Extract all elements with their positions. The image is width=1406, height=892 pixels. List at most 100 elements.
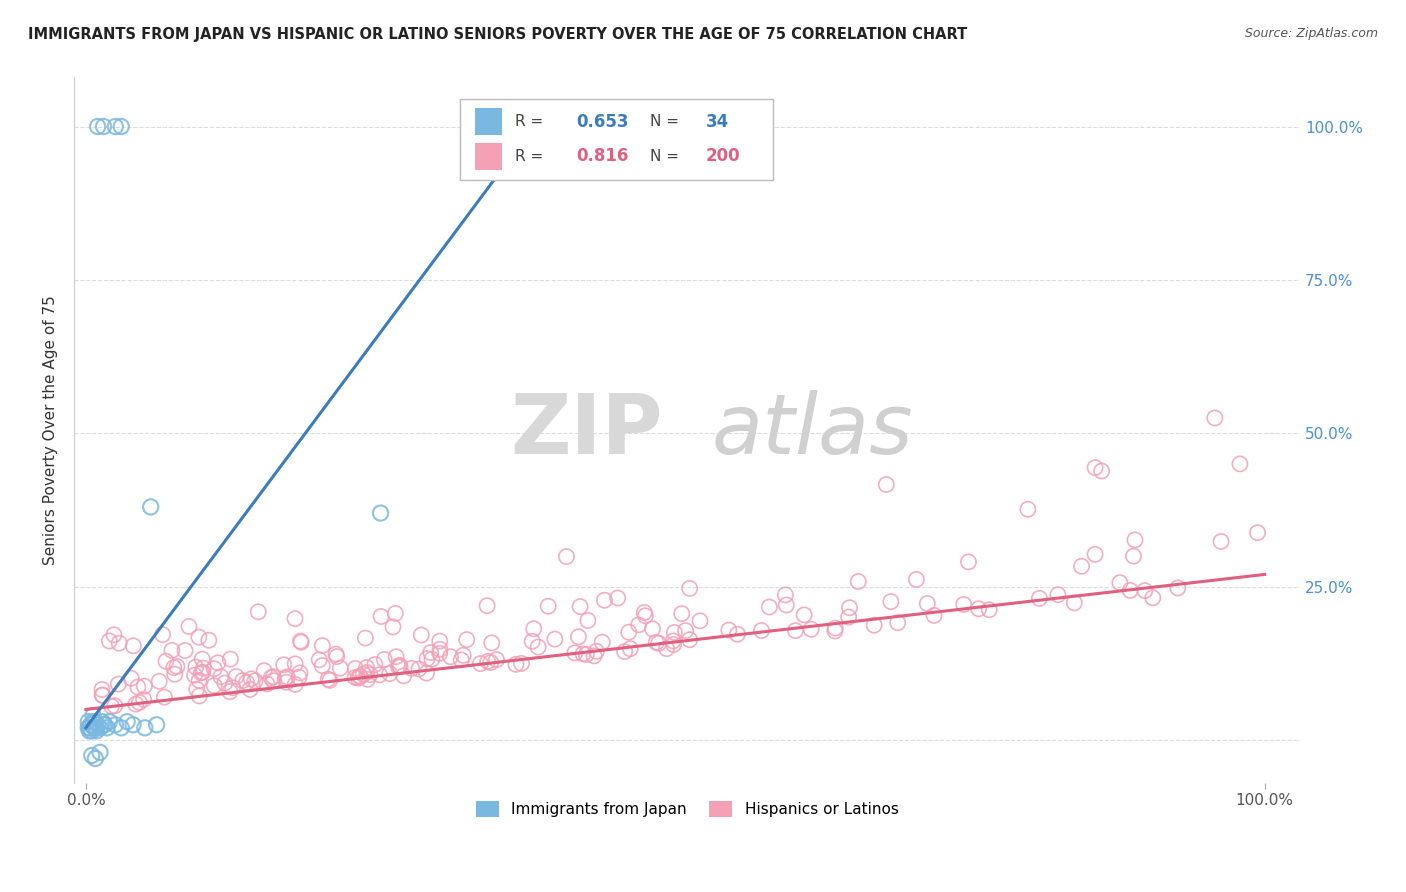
Point (451, 648, 474, 663)
Point (1070, 559, 1092, 574)
Legend: Immigrants from Japan, Hispanics or Latinos: Immigrants from Japan, Hispanics or Lati… (468, 794, 905, 825)
Point (411, 628, 433, 642)
Point (824, 621, 846, 635)
Point (104, 698, 127, 713)
Point (613, 645, 636, 659)
Point (456, 632, 478, 647)
Point (775, 588, 797, 602)
Point (145, 718, 167, 732)
Point (96, 721, 118, 735)
Point (1123, 533, 1146, 547)
Point (80, 748, 103, 763)
Point (420, 652, 443, 666)
Point (429, 634, 451, 648)
Point (253, 664, 276, 678)
Point (235, 675, 257, 690)
Point (188, 689, 211, 703)
Point (184, 660, 207, 674)
Point (439, 649, 461, 664)
Point (569, 599, 592, 614)
Point (193, 661, 215, 675)
Point (256, 677, 278, 691)
Point (527, 640, 550, 654)
FancyBboxPatch shape (460, 99, 773, 180)
Point (190, 665, 212, 680)
Point (127, 680, 149, 694)
Point (572, 647, 595, 661)
Point (477, 655, 499, 669)
Point (1209, 534, 1232, 549)
Point (389, 659, 412, 673)
Point (84, 714, 107, 729)
Point (122, 718, 145, 732)
Point (415, 666, 437, 681)
Point (128, 696, 150, 710)
Point (326, 649, 349, 664)
Point (758, 600, 780, 615)
Point (408, 662, 430, 676)
Point (93, 120, 115, 134)
Point (689, 614, 711, 628)
Point (100, 699, 122, 714)
Point (401, 661, 423, 675)
Point (344, 661, 367, 675)
Point (308, 653, 330, 667)
Point (359, 667, 381, 681)
Point (262, 673, 284, 688)
Point (225, 669, 247, 683)
Point (79, 721, 101, 735)
Point (1028, 591, 1050, 606)
Point (344, 670, 367, 684)
Point (198, 633, 221, 648)
Point (1204, 411, 1226, 425)
Point (1091, 464, 1114, 478)
Point (207, 656, 229, 670)
Point (634, 608, 657, 623)
Text: atlas: atlas (711, 390, 914, 471)
Point (152, 627, 174, 641)
Point (134, 721, 156, 735)
Point (679, 582, 702, 596)
Point (349, 669, 371, 683)
Point (276, 670, 298, 684)
Point (284, 612, 307, 626)
Point (202, 662, 225, 676)
Point (86, 721, 108, 735)
Point (583, 648, 606, 663)
Point (1119, 583, 1142, 598)
Point (273, 657, 295, 672)
Point (274, 671, 297, 685)
Point (655, 641, 678, 656)
Point (671, 607, 693, 621)
Point (591, 635, 613, 649)
Point (288, 670, 311, 684)
Point (416, 651, 439, 665)
Point (356, 665, 378, 680)
Point (520, 634, 543, 648)
Bar (475, 109, 502, 136)
Point (82, 708, 104, 723)
Point (86, 723, 108, 738)
Point (564, 646, 586, 660)
Point (388, 658, 411, 673)
Point (221, 681, 243, 695)
Point (664, 625, 686, 640)
Point (364, 657, 387, 672)
Point (875, 477, 897, 491)
Point (378, 666, 401, 681)
Point (387, 660, 409, 674)
Point (384, 607, 406, 621)
Point (751, 624, 773, 638)
Point (132, 692, 155, 706)
Bar (475, 143, 502, 169)
Point (284, 657, 307, 671)
Point (356, 660, 378, 674)
Point (537, 599, 560, 614)
Point (91, 682, 114, 697)
Point (104, 718, 127, 732)
Point (148, 674, 170, 689)
Point (163, 667, 186, 681)
Point (785, 624, 807, 638)
Point (82, 714, 104, 729)
Point (863, 618, 886, 632)
